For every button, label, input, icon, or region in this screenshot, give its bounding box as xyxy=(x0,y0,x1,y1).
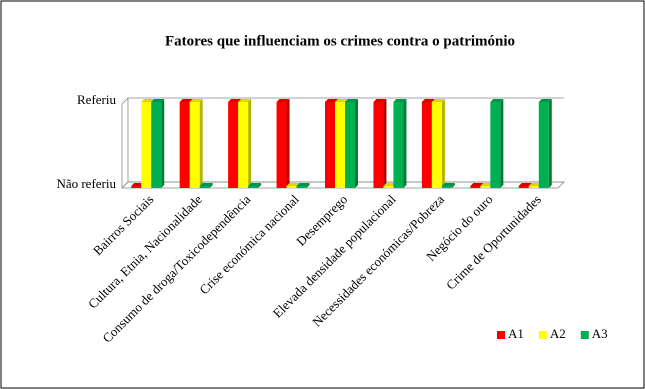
bar-top xyxy=(345,99,358,102)
bar-top xyxy=(141,99,155,102)
bar xyxy=(151,102,162,188)
legend-swatch xyxy=(580,331,589,339)
bar xyxy=(538,102,549,188)
bar-top xyxy=(480,183,494,186)
bar-top xyxy=(373,99,387,102)
bar-top xyxy=(296,183,310,186)
bar xyxy=(179,102,190,188)
grid-line xyxy=(121,97,564,105)
bar-top xyxy=(286,183,300,186)
bar xyxy=(421,102,432,188)
bar xyxy=(189,102,200,188)
bar-side xyxy=(355,99,358,188)
bar xyxy=(345,102,355,188)
bar-top xyxy=(383,183,397,186)
bar-top xyxy=(325,99,338,102)
bar-top xyxy=(199,183,213,186)
y-tick-label: Não referiu xyxy=(56,176,116,191)
bar-top xyxy=(518,183,532,186)
bar-side xyxy=(451,183,455,188)
bar xyxy=(518,186,529,188)
bar-top xyxy=(248,183,262,186)
bar xyxy=(431,102,442,188)
bar xyxy=(393,102,404,188)
bar-side xyxy=(286,99,290,188)
bar xyxy=(238,102,249,188)
bar-top xyxy=(189,99,203,102)
bar-side xyxy=(403,99,407,188)
bar xyxy=(373,102,384,188)
legend-label: A1 xyxy=(508,326,524,341)
bar xyxy=(228,102,239,188)
bar-top xyxy=(528,183,542,186)
bar xyxy=(131,186,142,188)
legend-label: A3 xyxy=(592,326,608,341)
legend-label: A2 xyxy=(550,326,566,341)
bar-side xyxy=(441,99,445,188)
chart-title: Fatores que influenciam os crimes contra… xyxy=(165,33,515,49)
legend-swatch xyxy=(497,331,505,339)
bar-top xyxy=(393,99,407,102)
bar xyxy=(325,102,335,188)
bar xyxy=(383,186,394,188)
bar-side xyxy=(199,99,203,188)
bar-top xyxy=(276,99,290,102)
bar xyxy=(470,186,481,188)
bar-top xyxy=(490,99,504,102)
bar-side xyxy=(500,99,504,188)
bar xyxy=(335,102,345,188)
bar-top xyxy=(441,183,455,186)
bar-top xyxy=(151,99,165,102)
bar xyxy=(199,186,210,188)
y-tick-label: Referiu xyxy=(77,92,116,107)
bar xyxy=(286,186,297,188)
bar-side xyxy=(383,99,387,188)
bar-top xyxy=(421,99,435,102)
grid-line xyxy=(121,181,564,189)
bar-top xyxy=(228,99,242,102)
bar xyxy=(441,186,452,188)
bar xyxy=(248,186,259,188)
bar-top xyxy=(335,99,348,102)
bar xyxy=(296,186,307,188)
bar-top xyxy=(131,183,145,186)
bar xyxy=(141,102,152,188)
bar-side xyxy=(209,183,213,188)
bar-top xyxy=(238,99,252,102)
bar-top xyxy=(179,99,193,102)
bar xyxy=(480,186,491,188)
bar-side xyxy=(248,99,252,188)
bar-side xyxy=(306,183,310,188)
bar-top xyxy=(538,99,552,102)
bar xyxy=(528,186,539,188)
bar-side xyxy=(548,99,552,188)
bar-side xyxy=(161,99,165,188)
bar-top xyxy=(431,99,445,102)
legend-swatch xyxy=(538,331,547,339)
bar xyxy=(490,102,501,188)
bar xyxy=(276,102,287,188)
bar-side xyxy=(258,183,262,188)
bar-top xyxy=(470,183,484,186)
